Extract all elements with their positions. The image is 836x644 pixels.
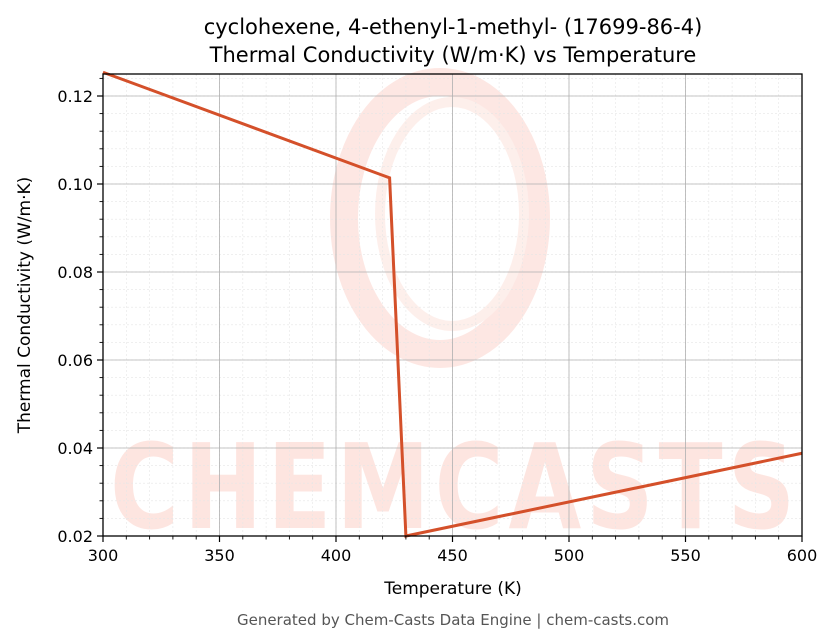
chart-title-line-2: Thermal Conductivity (W/m·K) vs Temperat…: [209, 43, 697, 67]
y-tick-label: 0.08: [57, 263, 93, 282]
y-tick-label: 0.04: [57, 439, 93, 458]
x-tick-label: 400: [321, 546, 352, 565]
watermark-text: CHEMCASTS: [110, 418, 800, 556]
chart-title-line-1: cyclohexene, 4-ethenyl-1-methyl- (17699-…: [204, 15, 703, 39]
x-tick-label: 450: [437, 546, 468, 565]
x-tick-label: 500: [554, 546, 585, 565]
series-layer: [102, 70, 803, 538]
series-line-1: [102, 70, 803, 538]
footer-credit: Generated by Chem-Casts Data Engine | ch…: [237, 611, 669, 629]
y-tick-label: 0.06: [57, 351, 93, 370]
x-axis-label: Temperature (K): [383, 579, 522, 599]
y-tick-label: 0.10: [57, 175, 93, 194]
x-tick-label: 550: [670, 546, 701, 565]
x-tick-label: 300: [88, 546, 119, 565]
y-axis-ticks: 0.02 0.04 0.06 0.08 0.10 0.12: [57, 77, 103, 546]
x-axis-ticks: 300 350 400 450 500 550 600: [88, 536, 818, 565]
y-tick-label: 0.02: [57, 527, 93, 546]
x-tick-label: 350: [204, 546, 235, 565]
watermark: CHEMCASTS: [110, 68, 800, 556]
y-axis-label: Thermal Conductivity (W/m·K): [15, 177, 35, 435]
watermark-swirl-icon: [330, 68, 550, 368]
y-tick-label: 0.12: [57, 87, 93, 106]
x-tick-label: 600: [787, 546, 818, 565]
